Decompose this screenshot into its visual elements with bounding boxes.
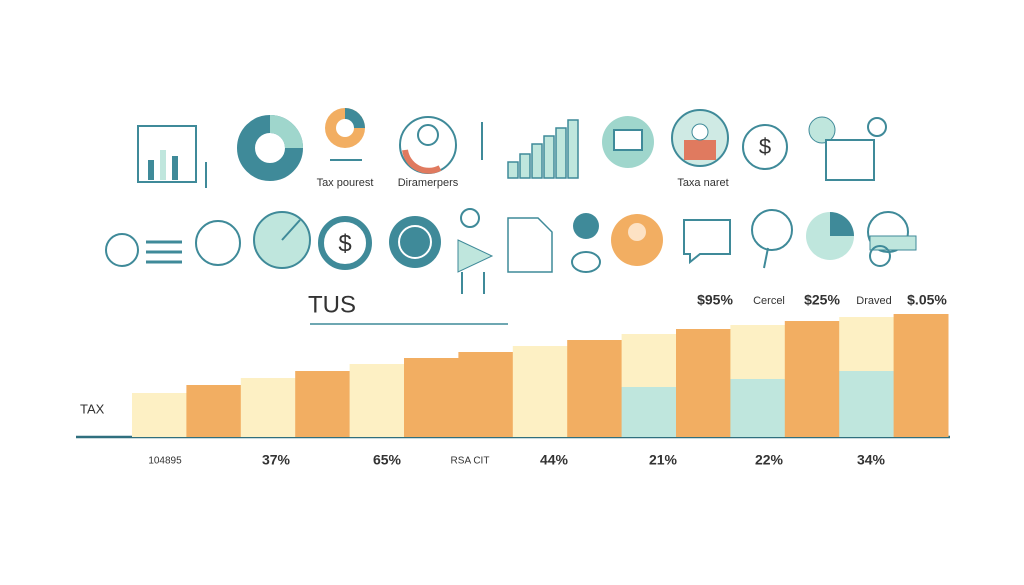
value-label: $.05% (907, 292, 947, 308)
value-label: 37% (262, 452, 291, 468)
icon-label: Tax pourest (317, 177, 374, 189)
bar (621, 334, 677, 387)
bar (404, 358, 459, 437)
bar (839, 317, 895, 371)
svg-text:$: $ (338, 230, 351, 257)
value-label: RSA CIT (451, 456, 490, 467)
chart-title: TUS (308, 291, 356, 318)
bar (839, 371, 895, 437)
value-label: 44% (540, 452, 569, 468)
bar (784, 321, 840, 437)
bar (295, 371, 351, 437)
bar (458, 352, 514, 437)
bar (567, 340, 623, 437)
bar (893, 314, 949, 437)
bar (730, 379, 786, 437)
bar (240, 378, 296, 437)
icons: $ $ (105, 108, 917, 294)
bar (132, 393, 187, 437)
value-label: $25% (804, 292, 840, 308)
bar (621, 387, 677, 437)
value-label: 21% (649, 452, 678, 468)
bar (349, 364, 405, 437)
value-label: 34% (857, 452, 886, 468)
value-label: 65% (373, 452, 402, 468)
value-label: 104895 (148, 456, 182, 467)
bar (186, 385, 242, 437)
icon-label: Taxa naret (677, 177, 728, 189)
value-label: $95% (697, 292, 733, 308)
value-label: Cercel (753, 295, 785, 307)
value-label: 22% (755, 452, 784, 468)
y-label: TAX (80, 401, 105, 416)
svg-text:$: $ (759, 134, 771, 159)
bar (676, 329, 731, 437)
icon-label: Diramerpers (398, 177, 459, 189)
value-label: Draved (856, 295, 891, 307)
bar (512, 346, 568, 437)
bar (730, 325, 786, 379)
